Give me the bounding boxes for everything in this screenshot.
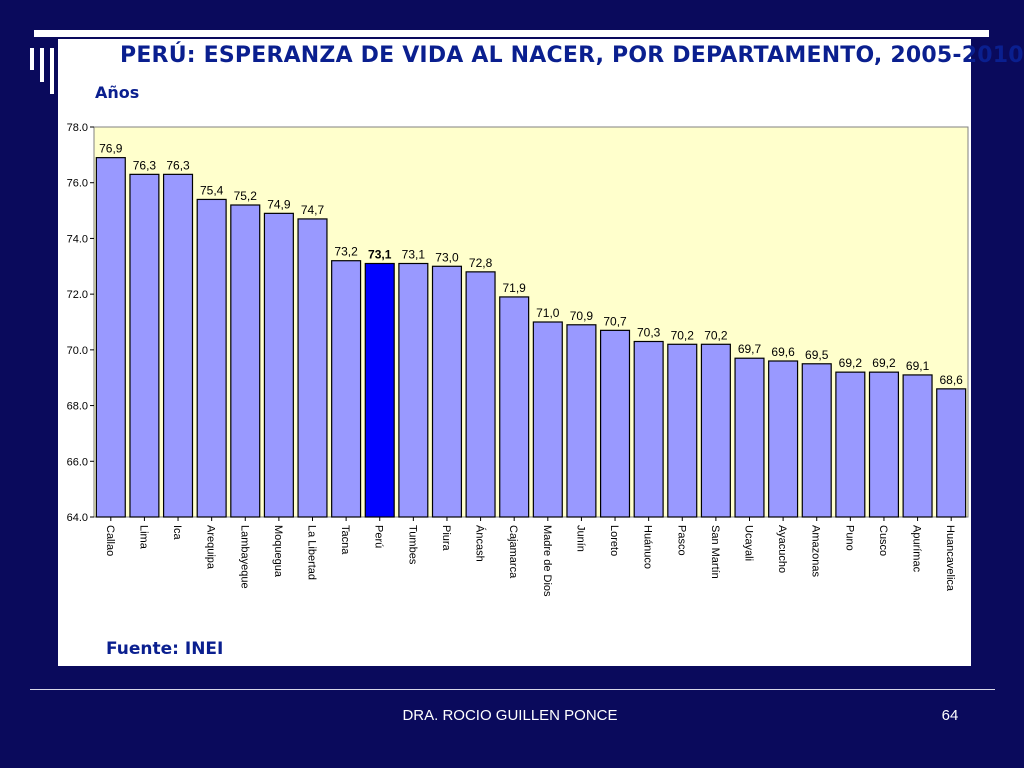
- data-label: 76,9: [99, 142, 123, 156]
- decorative-vertical-line: [50, 48, 54, 94]
- y-axis-unit-label: Años: [95, 83, 140, 102]
- bar: [230, 204, 261, 518]
- bar: [868, 371, 900, 518]
- y-tick-label: 64.0: [67, 512, 88, 524]
- footer-divider: [30, 689, 995, 690]
- category-label: Ucayali: [743, 525, 755, 561]
- bar: [331, 260, 362, 518]
- data-label: 70,2: [704, 328, 728, 342]
- category-label: Huancavelica: [944, 525, 956, 592]
- bar: [297, 218, 328, 518]
- data-label: 75,2: [234, 189, 258, 203]
- bar: [566, 324, 597, 518]
- category-label: Lambayeque: [238, 525, 250, 589]
- y-tick-label: 66.0: [67, 456, 88, 468]
- y-tick-label: 72.0: [67, 289, 88, 301]
- category-label: Huánuco: [642, 525, 654, 569]
- bar: [902, 374, 933, 518]
- data-label: 72,8: [469, 256, 493, 270]
- bar: [398, 262, 429, 518]
- decorative-vertical-line: [40, 48, 44, 82]
- category-label: Piura: [440, 525, 452, 552]
- data-label: 74,7: [301, 203, 325, 217]
- category-label: Lima: [137, 525, 149, 550]
- data-label: 70,3: [637, 326, 661, 340]
- data-label: 75,4: [200, 183, 224, 197]
- category-label: La Libertad: [306, 525, 318, 580]
- data-label: 69,7: [738, 342, 762, 356]
- data-label: 70,7: [603, 314, 627, 328]
- data-label: 70,9: [570, 309, 594, 323]
- bar: [700, 343, 731, 518]
- data-label: 70,2: [671, 328, 695, 342]
- category-label: Ica: [171, 525, 183, 541]
- category-label: Callao: [104, 525, 116, 556]
- category-label: Madre de Dios: [541, 525, 553, 597]
- category-label: Cajamarca: [507, 525, 519, 579]
- bar: [95, 157, 126, 518]
- bar: [129, 173, 160, 518]
- category-label: Puno: [843, 525, 855, 551]
- bar: [431, 265, 463, 518]
- data-label: 76,3: [133, 158, 157, 172]
- chart-source: Fuente: INEI: [106, 639, 224, 659]
- page-number: 64: [941, 707, 959, 724]
- category-label: San Martín: [709, 525, 721, 579]
- bar: [364, 262, 395, 518]
- category-label: Arequipa: [205, 525, 217, 570]
- data-label: 69,2: [839, 356, 863, 370]
- bar: [499, 296, 530, 518]
- data-label: 74,9: [267, 197, 291, 211]
- data-label: 73,2: [334, 245, 358, 259]
- category-label: Tumbes: [406, 525, 418, 565]
- bar: [633, 340, 664, 518]
- data-label: 73,0: [435, 250, 459, 264]
- y-tick-label: 78.0: [67, 122, 88, 134]
- decorative-vertical-line: [30, 48, 34, 70]
- bar: [734, 357, 765, 518]
- data-label: 73,1: [368, 248, 392, 262]
- data-label: 69,1: [906, 359, 930, 373]
- data-label: 69,5: [805, 348, 829, 362]
- bar: [196, 198, 227, 518]
- category-label: Apurímac: [911, 525, 923, 573]
- footer-author: DRA. ROCIO GUILLEN PONCE: [402, 707, 618, 724]
- data-label: 71,0: [536, 306, 560, 320]
- chart-title: PERÚ: ESPERANZA DE VIDA AL NACER, POR DE…: [120, 43, 1024, 68]
- bar: [263, 212, 294, 518]
- decorative-top-bar: [34, 30, 989, 37]
- category-label: Perú: [373, 525, 385, 548]
- category-label: Cusco: [877, 525, 889, 556]
- y-tick-label: 74.0: [67, 233, 88, 245]
- category-label: Áncash: [474, 525, 487, 562]
- data-label: 71,9: [503, 281, 527, 295]
- bar: [801, 363, 832, 518]
- category-label: Pasco: [675, 525, 687, 556]
- category-label: Ayacucho: [776, 525, 788, 573]
- data-label: 69,6: [771, 345, 795, 359]
- y-tick-label: 70.0: [67, 345, 88, 357]
- bar: [162, 173, 194, 518]
- category-label: Tacna: [339, 525, 351, 555]
- bar: [768, 360, 799, 518]
- data-label: 73,1: [402, 248, 426, 262]
- category-label: Junín: [574, 525, 586, 552]
- bar: [599, 329, 631, 518]
- category-label: Moquegua: [272, 525, 284, 578]
- bar: [835, 371, 866, 518]
- category-label: Loreto: [608, 525, 620, 556]
- data-label: 76,3: [166, 158, 190, 172]
- bar: [465, 271, 496, 518]
- chart-panel: PERÚ: ESPERANZA DE VIDA AL NACER, POR DE…: [58, 39, 1024, 666]
- bar: [532, 321, 563, 518]
- y-tick-label: 76.0: [67, 178, 88, 190]
- bar-chart: 64.0 66.0 68.0 70.0 72.0 74.0 76.0 78.0 76,9 Call…: [67, 122, 969, 597]
- data-label: 69,2: [872, 356, 896, 370]
- y-tick-label: 68.0: [67, 401, 88, 413]
- data-label: 68,6: [940, 373, 964, 387]
- bar: [936, 388, 967, 518]
- bar: [667, 343, 698, 518]
- category-label: Amazonas: [810, 525, 822, 577]
